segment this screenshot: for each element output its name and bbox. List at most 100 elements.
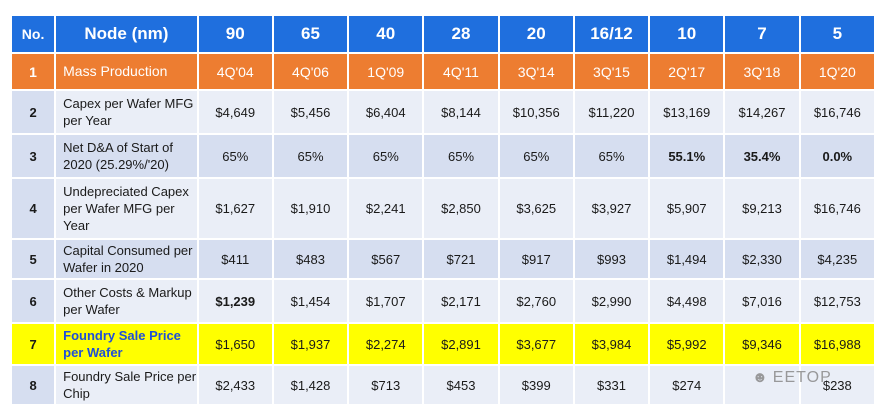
table-cell: $567: [347, 238, 425, 280]
table-cell: $993: [572, 238, 651, 280]
table-cell: $9,213: [723, 177, 801, 240]
table-cell: 65%: [497, 133, 575, 179]
header-node-value: 90: [196, 14, 274, 54]
table-cell: 0.0%: [798, 133, 877, 179]
table-cell: $1,494: [648, 238, 726, 280]
table-cell: $2,990: [572, 278, 651, 324]
table-cell: 65%: [196, 133, 274, 179]
table-cell: 65%: [422, 133, 500, 179]
header-node-value: 7: [723, 14, 801, 54]
table-cell: $1,428: [271, 364, 350, 406]
table-cell: 2Q'17: [648, 52, 726, 91]
watermark-text: EETOP: [772, 369, 832, 386]
table-cell: $9,346: [723, 322, 801, 366]
table-cell: 65%: [347, 133, 425, 179]
row-label: Capital Consumed per Wafer in 2020: [54, 238, 199, 280]
watermark: ☻ EETOP: [752, 369, 832, 387]
row-label: Capex per Wafer MFG per Year: [54, 89, 199, 135]
wafer-cost-table: No. Node (nm) 90 65 40 28 20 16/12 10 7 …: [9, 14, 877, 406]
row-number: 5: [9, 238, 57, 280]
header-node: Node (nm): [54, 14, 199, 54]
table-row: 8 Foundry Sale Price per Chip $2,433 $1,…: [9, 364, 877, 406]
table-cell: $5,907: [648, 177, 726, 240]
table-cell: 4Q'04: [196, 52, 274, 91]
row-label: Other Costs & Markup per Wafer: [54, 278, 199, 324]
table-cell: $2,891: [422, 322, 500, 366]
header-no: No.: [9, 14, 57, 54]
header-node-value: 40: [347, 14, 425, 54]
table-cell: $12,753: [798, 278, 877, 324]
header-node-value: 10: [648, 14, 726, 54]
table-cell: $2,241: [347, 177, 425, 240]
table-cell: $13,169: [648, 89, 726, 135]
table-cell: $1,454: [271, 278, 350, 324]
table-cell: $713: [347, 364, 425, 406]
row-label: Undepreciated Capex per Wafer MFG per Ye…: [54, 177, 199, 240]
table-cell: $3,984: [572, 322, 651, 366]
table-cell: $2,330: [723, 238, 801, 280]
table-cell: $1,707: [347, 278, 425, 324]
table-cell: $483: [271, 238, 350, 280]
table-cell: $238: [798, 364, 877, 406]
table-row: 4 Undepreciated Capex per Wafer MFG per …: [9, 177, 877, 240]
table-cell: $411: [196, 238, 274, 280]
row-number: 2: [9, 89, 57, 135]
table-cell: $3,625: [497, 177, 575, 240]
row-label: Foundry Sale Price per Wafer: [54, 322, 199, 366]
table-cell: $11,220: [572, 89, 651, 135]
header-node-value: 28: [422, 14, 500, 54]
table-cell: $2,760: [497, 278, 575, 324]
header-node-value: 20: [497, 14, 575, 54]
table-cell: $1,239: [196, 278, 274, 324]
table-cell: 3Q'15: [572, 52, 651, 91]
table-cell: $917: [497, 238, 575, 280]
table-cell: $2,850: [422, 177, 500, 240]
table-cell: $399: [497, 364, 575, 406]
row-label: Foundry Sale Price per Chip: [54, 364, 199, 406]
table-cell: $453: [422, 364, 500, 406]
row-number: 6: [9, 278, 57, 324]
row-label: Net D&A of Start of 2020 (25.29%/'20): [54, 133, 199, 179]
wechat-icon: ☻: [752, 369, 769, 386]
row-number: 4: [9, 177, 57, 240]
table-cell: $721: [422, 238, 500, 280]
table-row: 5 Capital Consumed per Wafer in 2020 $41…: [9, 238, 877, 280]
table-row: 2 Capex per Wafer MFG per Year $4,649 $5…: [9, 89, 877, 135]
table-row: 3 Net D&A of Start of 2020 (25.29%/'20) …: [9, 133, 877, 179]
table-cell: $14,267: [723, 89, 801, 135]
table-cell: $1,910: [271, 177, 350, 240]
header-node-value: 16/12: [572, 14, 651, 54]
table-cell: $274: [648, 364, 726, 406]
table-cell: $5,992: [648, 322, 726, 366]
table-cell: $5,456: [271, 89, 350, 135]
table-row: 6 Other Costs & Markup per Wafer $1,239 …: [9, 278, 877, 324]
table-cell: $4,498: [648, 278, 726, 324]
table-cell: $3,677: [497, 322, 575, 366]
table-row: 1 Mass Production 4Q'04 4Q'06 1Q'09 4Q'1…: [9, 52, 877, 91]
table-cell: 65%: [572, 133, 651, 179]
header-node-value: 65: [271, 14, 350, 54]
row-number: 7: [9, 322, 57, 366]
table-cell: $8,144: [422, 89, 500, 135]
table-cell: 3Q'14: [497, 52, 575, 91]
table-cell: 35.4%: [723, 133, 801, 179]
row-label: Mass Production: [54, 52, 199, 91]
table-cell: 1Q'09: [347, 52, 425, 91]
table-cell: $16,988: [798, 322, 877, 366]
table-cell: 1Q'20: [798, 52, 877, 91]
table-cell: $4,235: [798, 238, 877, 280]
table-cell: $7,016: [723, 278, 801, 324]
table-cell: $1,650: [196, 322, 274, 366]
table-cell: $16,746: [798, 89, 877, 135]
table-cell: 3Q'18: [723, 52, 801, 91]
table-cell: $6,404: [347, 89, 425, 135]
table-cell: $3,927: [572, 177, 651, 240]
table-cell: [723, 364, 801, 406]
row-number: 1: [9, 52, 57, 91]
row-number: 8: [9, 364, 57, 406]
table-row-highlighted: 7 Foundry Sale Price per Wafer $1,650 $1…: [9, 322, 877, 366]
table-cell: 4Q'11: [422, 52, 500, 91]
header-node-value: 5: [798, 14, 877, 54]
table-cell: 65%: [271, 133, 350, 179]
